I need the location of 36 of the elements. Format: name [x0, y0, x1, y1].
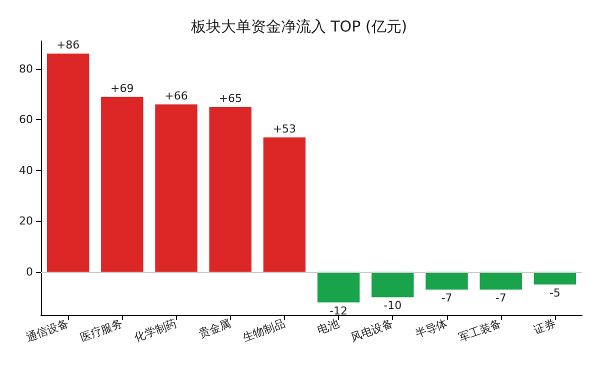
bar	[46, 54, 90, 272]
data-label: +65	[218, 92, 242, 105]
data-label: -7	[495, 292, 506, 305]
x-tick-label: 证券	[532, 316, 558, 337]
y-tick-label: 60	[19, 113, 33, 126]
bar	[426, 272, 468, 290]
x-tick-label: 医疗服务	[78, 316, 124, 344]
data-label: -7	[441, 292, 452, 305]
data-label: +69	[110, 82, 134, 95]
y-tick-label: 20	[19, 214, 33, 228]
y-tick-label: 0	[26, 265, 33, 278]
bar	[534, 272, 576, 285]
y-tick-label: 80	[19, 62, 33, 76]
data-label: +66	[164, 89, 188, 102]
data-label: -12	[330, 304, 348, 318]
bar	[263, 137, 306, 272]
data-label: -5	[549, 286, 560, 300]
x-tick-label: 贵金属	[197, 316, 233, 340]
chart-title: 板块大单资金净流入 TOP (亿元)	[190, 18, 408, 36]
x-tick-label: 军工装备	[457, 316, 504, 344]
x-tick-label: 电池	[316, 316, 341, 337]
bar	[480, 272, 522, 290]
bar	[101, 96, 144, 272]
x-tick-label: 半导体	[414, 316, 449, 340]
x-tick-label: 生物制品	[240, 316, 287, 344]
bar	[155, 104, 198, 272]
data-label: -10	[384, 299, 402, 312]
bar	[372, 272, 414, 298]
x-tick-label: 化学制药	[132, 316, 178, 344]
bar	[209, 106, 252, 272]
data-label: +86	[56, 38, 80, 52]
bar	[317, 272, 360, 302]
x-tick-label: 风电设备	[349, 316, 395, 344]
x-tick-label: 通信设备	[24, 316, 70, 344]
data-label: +53	[272, 122, 296, 136]
y-tick-label: 40	[19, 164, 33, 177]
